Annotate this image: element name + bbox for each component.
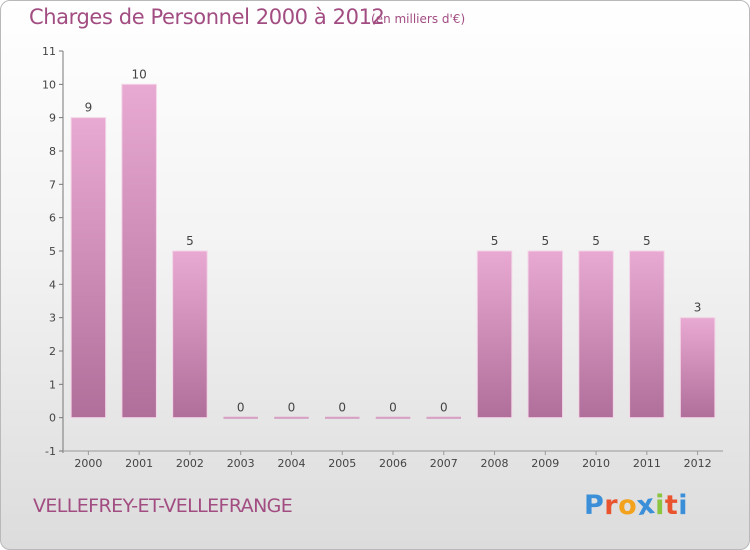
logo-letter: r — [604, 490, 619, 521]
x-tick-label: 2004 — [277, 457, 305, 470]
data-label: 0 — [237, 401, 245, 415]
bar-2006 — [375, 416, 411, 419]
y-tick-label: 7 — [49, 178, 56, 191]
x-tick-label: 2011 — [633, 457, 661, 470]
y-tick-label: 0 — [49, 412, 56, 425]
x-tick-label: 2010 — [582, 457, 610, 470]
logo-letter: i — [655, 490, 665, 521]
chart-subtitle: (en milliers d'€) — [371, 12, 466, 26]
y-tick-label: 6 — [49, 212, 56, 225]
data-label: 10 — [132, 67, 147, 81]
x-tick-label: 2002 — [176, 457, 204, 470]
x-tick-label: 2007 — [430, 457, 458, 470]
y-tick-label: -1 — [45, 445, 56, 458]
y-tick-label: 2 — [49, 345, 56, 358]
x-tick-label: 2003 — [227, 457, 255, 470]
y-tick-label: 1 — [49, 378, 56, 391]
bar-2009 — [527, 250, 564, 419]
bar-2004 — [274, 416, 309, 419]
x-tick-label: 2012 — [684, 457, 712, 470]
data-label: 0 — [440, 401, 448, 415]
logo-letter: o — [618, 490, 638, 521]
proxiti-logo: Proxiti — [584, 488, 689, 523]
data-label: 0 — [288, 401, 296, 415]
bar-2003 — [223, 416, 258, 419]
data-label: 0 — [338, 401, 346, 415]
chart-title: Charges de Personnel 2000 à 2012 — [29, 5, 385, 29]
logo-letter: t — [664, 490, 679, 521]
commune-name: VELLEFREY-ET-VELLEFRANGE — [33, 495, 293, 517]
bar-2010 — [578, 250, 614, 419]
data-label: 5 — [541, 234, 549, 248]
data-label: 0 — [389, 401, 397, 415]
x-tick-label: 2001 — [125, 457, 153, 470]
bar-2011 — [629, 250, 665, 419]
data-label: 3 — [694, 301, 702, 315]
data-label: 9 — [85, 101, 93, 115]
bar-2005 — [324, 416, 360, 419]
y-tick-label: 3 — [49, 312, 56, 325]
y-tick-label: 11 — [42, 45, 56, 58]
y-tick-label: 5 — [49, 245, 56, 258]
data-label: 5 — [186, 234, 194, 248]
logo-letter: x — [635, 488, 658, 523]
data-label: 5 — [491, 234, 499, 248]
bar-2002 — [172, 250, 208, 419]
x-tick-label: 2008 — [481, 457, 509, 470]
data-label: 5 — [643, 234, 651, 248]
bar-2007 — [426, 416, 462, 419]
bar-2008 — [476, 250, 513, 419]
x-tick-label: 2006 — [379, 457, 407, 470]
bar-2001 — [121, 83, 157, 419]
x-tick-label: 2005 — [328, 457, 356, 470]
y-tick-label: 10 — [42, 78, 56, 91]
y-tick-label: 9 — [49, 112, 56, 125]
data-label: 5 — [592, 234, 600, 248]
logo-letter: i — [678, 490, 689, 521]
y-tick-label: 8 — [49, 145, 56, 158]
x-tick-label: 2000 — [74, 457, 102, 470]
bar-2012 — [679, 317, 716, 419]
bar-2000 — [70, 117, 107, 419]
x-tick-label: 2009 — [531, 457, 559, 470]
y-tick-label: 4 — [49, 278, 56, 291]
logo-letter: P — [584, 490, 605, 521]
